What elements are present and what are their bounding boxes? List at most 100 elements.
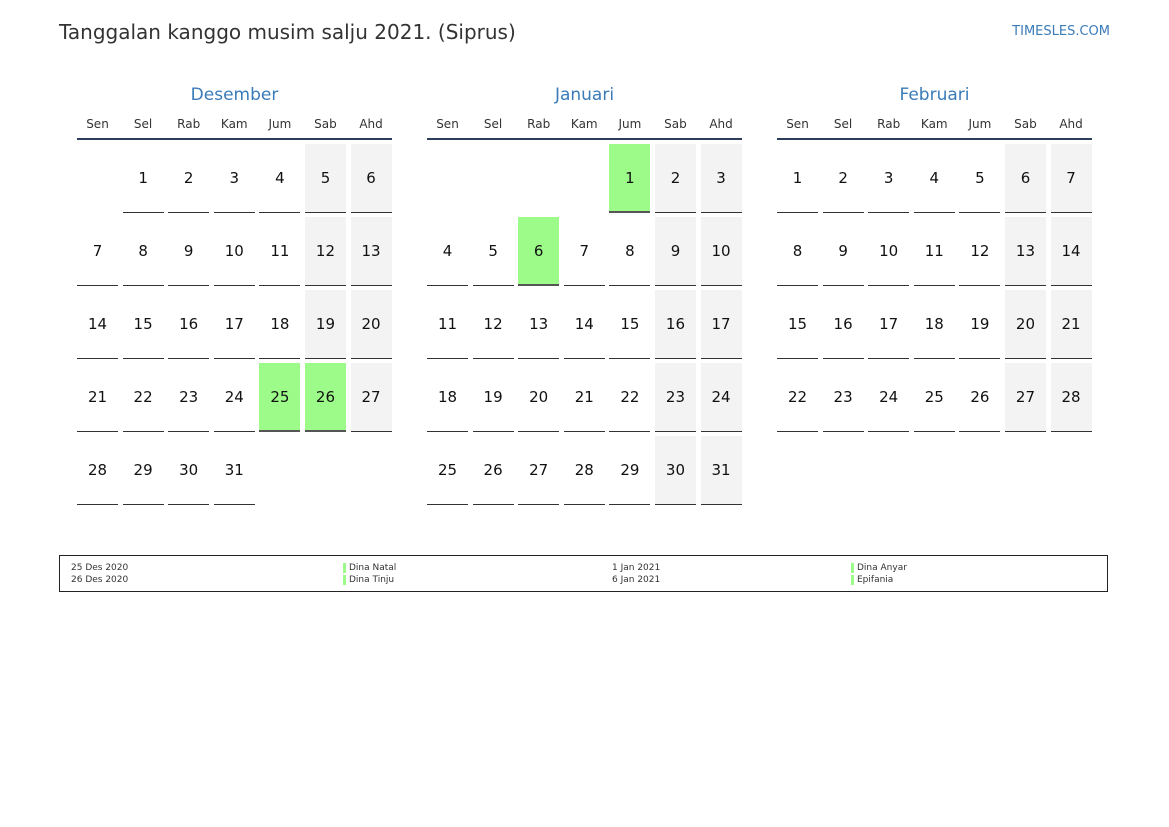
legend-date: 26 Des 2020 xyxy=(71,575,129,585)
day-cell[interactable]: 7 xyxy=(77,217,118,286)
day-cell[interactable]: 22 xyxy=(777,363,818,432)
weekday-label: Sab xyxy=(1014,117,1037,131)
day-cell[interactable]: 21 xyxy=(77,363,118,432)
day-cell[interactable]: 28 xyxy=(77,436,118,505)
day-cell[interactable]: 14 xyxy=(563,290,605,359)
day-cell[interactable]: 21 xyxy=(1050,290,1092,359)
day-cell[interactable]: 15 xyxy=(609,290,651,359)
day-cell[interactable]: 9 xyxy=(654,217,696,286)
day-cell[interactable]: 13 xyxy=(1004,217,1046,286)
day-cell[interactable]: 13 xyxy=(518,290,560,359)
day-cell[interactable]: 3 xyxy=(213,144,255,213)
day-cell[interactable]: 17 xyxy=(868,290,910,359)
day-cell[interactable]: 11 xyxy=(427,290,468,359)
day-cell[interactable]: 2 xyxy=(654,144,696,213)
day-cell[interactable]: 3 xyxy=(700,144,742,213)
day-cell[interactable]: 7 xyxy=(1050,144,1092,213)
day-cell[interactable]: 19 xyxy=(472,363,514,432)
day-cell[interactable]: 5 xyxy=(959,144,1001,213)
day-cell[interactable]: 27 xyxy=(518,436,560,505)
day-cell[interactable]: 10 xyxy=(868,217,910,286)
day-cell[interactable]: 23 xyxy=(654,363,696,432)
day-cell[interactable]: 12 xyxy=(304,217,346,286)
day-cell[interactable]: 30 xyxy=(654,436,696,505)
day-cell[interactable]: 3 xyxy=(868,144,910,213)
day-cell[interactable]: 10 xyxy=(700,217,742,286)
day-cell[interactable]: 25 xyxy=(427,436,468,505)
legend-row: 25 Des 2020 Dina Natal 1 Jan 2021 Dina A… xyxy=(60,562,1107,574)
day-cell[interactable]: 15 xyxy=(777,290,818,359)
day-cell[interactable]: 8 xyxy=(777,217,818,286)
day-cell[interactable]: 8 xyxy=(609,217,651,286)
day-cell[interactable]: 4 xyxy=(913,144,955,213)
day-cell[interactable]: 17 xyxy=(213,290,255,359)
day-cell[interactable]: 29 xyxy=(609,436,651,505)
day-cell[interactable]: 10 xyxy=(213,217,255,286)
day-cell[interactable]: 24 xyxy=(213,363,255,432)
day-cell[interactable]: 19 xyxy=(959,290,1001,359)
day-cell[interactable]: 13 xyxy=(350,217,392,286)
day-cell[interactable]: 27 xyxy=(1004,363,1046,432)
day-cell[interactable]: 30 xyxy=(168,436,210,505)
day-cell[interactable]: 11 xyxy=(259,217,301,286)
day-cell[interactable]: 29 xyxy=(122,436,164,505)
weekday-label: Rab xyxy=(527,117,551,131)
day-cell[interactable]: 17 xyxy=(700,290,742,359)
day-cell[interactable]: 4 xyxy=(259,144,301,213)
site-link[interactable]: TIMESLES.COM xyxy=(1012,24,1110,39)
day-cell[interactable]: 28 xyxy=(563,436,605,505)
day-cell[interactable]: 11 xyxy=(913,217,955,286)
day-cell[interactable]: 18 xyxy=(427,363,468,432)
day-cell[interactable]: 20 xyxy=(518,363,560,432)
day-cell[interactable]: 12 xyxy=(472,290,514,359)
day-cell[interactable]: 6 xyxy=(1004,144,1046,213)
month-grid: 1 2 3 4 5 6 7 8 9 10 11 12 13 14 15 16 17 18 19 20 21 22 23 24 2… xyxy=(77,144,392,505)
day-cell[interactable]: 20 xyxy=(1004,290,1046,359)
legend-name: Dina Tinju xyxy=(343,574,394,586)
day-cell[interactable]: 26 xyxy=(959,363,1001,432)
day-cell[interactable]: 2 xyxy=(168,144,210,213)
day-cell[interactable]: 19 xyxy=(304,290,346,359)
day-cell[interactable]: 27 xyxy=(350,363,392,432)
day-cell[interactable]: 4 xyxy=(427,217,468,286)
day-cell[interactable]: 28 xyxy=(1050,363,1092,432)
holiday-day-cell[interactable]: 25 xyxy=(259,363,301,432)
day-cell[interactable]: 7 xyxy=(563,217,605,286)
day-cell[interactable]: 20 xyxy=(350,290,392,359)
day-cell[interactable]: 14 xyxy=(1050,217,1092,286)
day-cell[interactable]: 23 xyxy=(822,363,864,432)
holiday-day-cell[interactable]: 6 xyxy=(518,217,560,286)
day-cell[interactable]: 22 xyxy=(122,363,164,432)
day-cell[interactable]: 9 xyxy=(822,217,864,286)
day-cell[interactable]: 26 xyxy=(472,436,514,505)
day-cell[interactable]: 23 xyxy=(168,363,210,432)
legend-name: Dina Anyar xyxy=(851,562,907,574)
day-cell[interactable]: 5 xyxy=(304,144,346,213)
day-cell[interactable]: 21 xyxy=(563,363,605,432)
day-cell[interactable]: 1 xyxy=(122,144,164,213)
day-cell[interactable]: 16 xyxy=(168,290,210,359)
day-cell[interactable]: 22 xyxy=(609,363,651,432)
day-cell[interactable]: 1 xyxy=(777,144,818,213)
day-cell[interactable]: 24 xyxy=(868,363,910,432)
day-cell[interactable]: 5 xyxy=(472,217,514,286)
holiday-day-cell[interactable]: 1 xyxy=(609,144,651,213)
day-cell[interactable]: 16 xyxy=(822,290,864,359)
day-cell[interactable]: 24 xyxy=(700,363,742,432)
holiday-day-cell[interactable]: 26 xyxy=(304,363,346,432)
day-cell[interactable]: 25 xyxy=(913,363,955,432)
day-cell[interactable]: 12 xyxy=(959,217,1001,286)
day-cell[interactable]: 18 xyxy=(259,290,301,359)
day-cell[interactable]: 15 xyxy=(122,290,164,359)
day-cell[interactable]: 18 xyxy=(913,290,955,359)
day-cell[interactable]: 16 xyxy=(654,290,696,359)
day-cell[interactable]: 8 xyxy=(122,217,164,286)
day-cell[interactable]: 14 xyxy=(77,290,118,359)
day-cell[interactable]: 9 xyxy=(168,217,210,286)
day-cell[interactable]: 6 xyxy=(350,144,392,213)
day-cell[interactable]: 2 xyxy=(822,144,864,213)
day-cell[interactable]: 31 xyxy=(213,436,255,505)
day-cell[interactable]: 31 xyxy=(700,436,742,505)
week-row: 21 22 23 24 25 26 27 xyxy=(77,363,392,432)
